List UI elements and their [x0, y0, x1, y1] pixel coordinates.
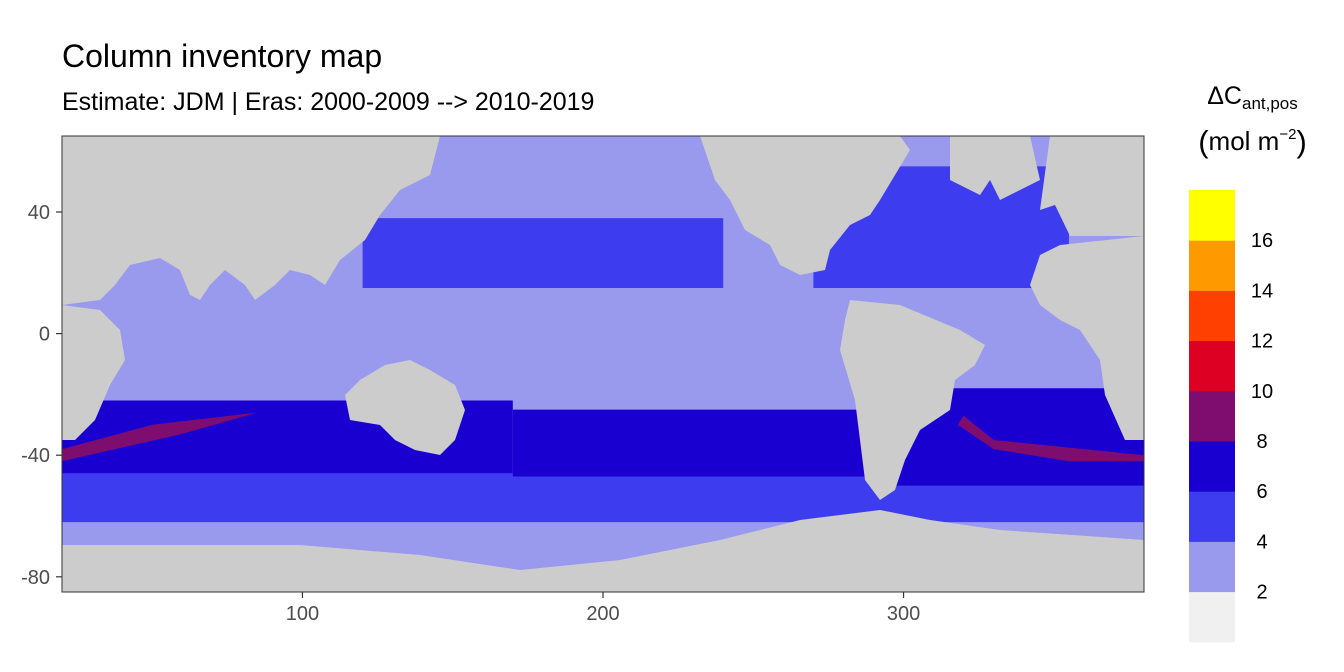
x-axis: 100 200 300	[286, 592, 920, 625]
x-tick-label: 100	[286, 603, 319, 625]
y-axis: 40 0 -40 -80	[21, 202, 62, 589]
region-5	[362, 218, 724, 288]
legend-swatch	[1189, 491, 1235, 542]
legend-break-label: 2	[1256, 582, 1267, 604]
legend-title-sub: ant,pos	[1242, 94, 1298, 113]
legend-swatch	[1189, 541, 1235, 593]
land-mass	[62, 136, 1144, 592]
land-eurasia-africa	[62, 136, 1144, 440]
legend-title: ΔCant,pos (mol m−2)	[1198, 82, 1307, 159]
y-tick-label: 0	[39, 324, 50, 346]
legend-swatch	[1189, 340, 1235, 392]
legend-title-main: ΔC	[1207, 82, 1242, 110]
legend-break-label: 4	[1256, 531, 1267, 553]
legend-break-label: 12	[1251, 331, 1273, 353]
legend-swatch	[1189, 390, 1235, 442]
region-3	[512, 409, 874, 477]
legend: 2 4 6 8 10 12 14 16	[1189, 190, 1273, 643]
region-8	[957, 415, 1144, 462]
legend-break-label: 6	[1256, 481, 1267, 503]
land-australia	[345, 360, 465, 455]
legend-break-label: 10	[1251, 381, 1273, 403]
x-tick-label: 300	[887, 603, 920, 625]
map-panel	[61, 135, 1145, 593]
legend-unit-exponent: −2	[1279, 126, 1297, 143]
region-7	[62, 412, 258, 462]
y-tick-label: -80	[21, 567, 50, 589]
chart-title: Column inventory map	[62, 38, 383, 74]
legend-swatch	[1189, 190, 1235, 241]
y-tick-label: 40	[28, 202, 50, 224]
land-antarctica	[62, 510, 1144, 592]
x-tick-label: 200	[586, 603, 619, 625]
legend-swatch	[1189, 591, 1235, 643]
legend-break-label: 8	[1256, 431, 1267, 453]
legend-swatch	[1189, 240, 1235, 291]
legend-break-label: 14	[1251, 280, 1273, 302]
y-tick-label: -40	[21, 445, 50, 467]
chart-subtitle: Estimate: JDM | Eras: 2000-2009 --> 2010…	[62, 88, 595, 116]
legend-swatch	[1189, 441, 1235, 492]
land-americas	[700, 136, 1144, 500]
legend-swatch	[1189, 290, 1235, 342]
legend-unit-prefix: mol m	[1208, 126, 1280, 156]
legend-break-label: 16	[1251, 230, 1273, 252]
